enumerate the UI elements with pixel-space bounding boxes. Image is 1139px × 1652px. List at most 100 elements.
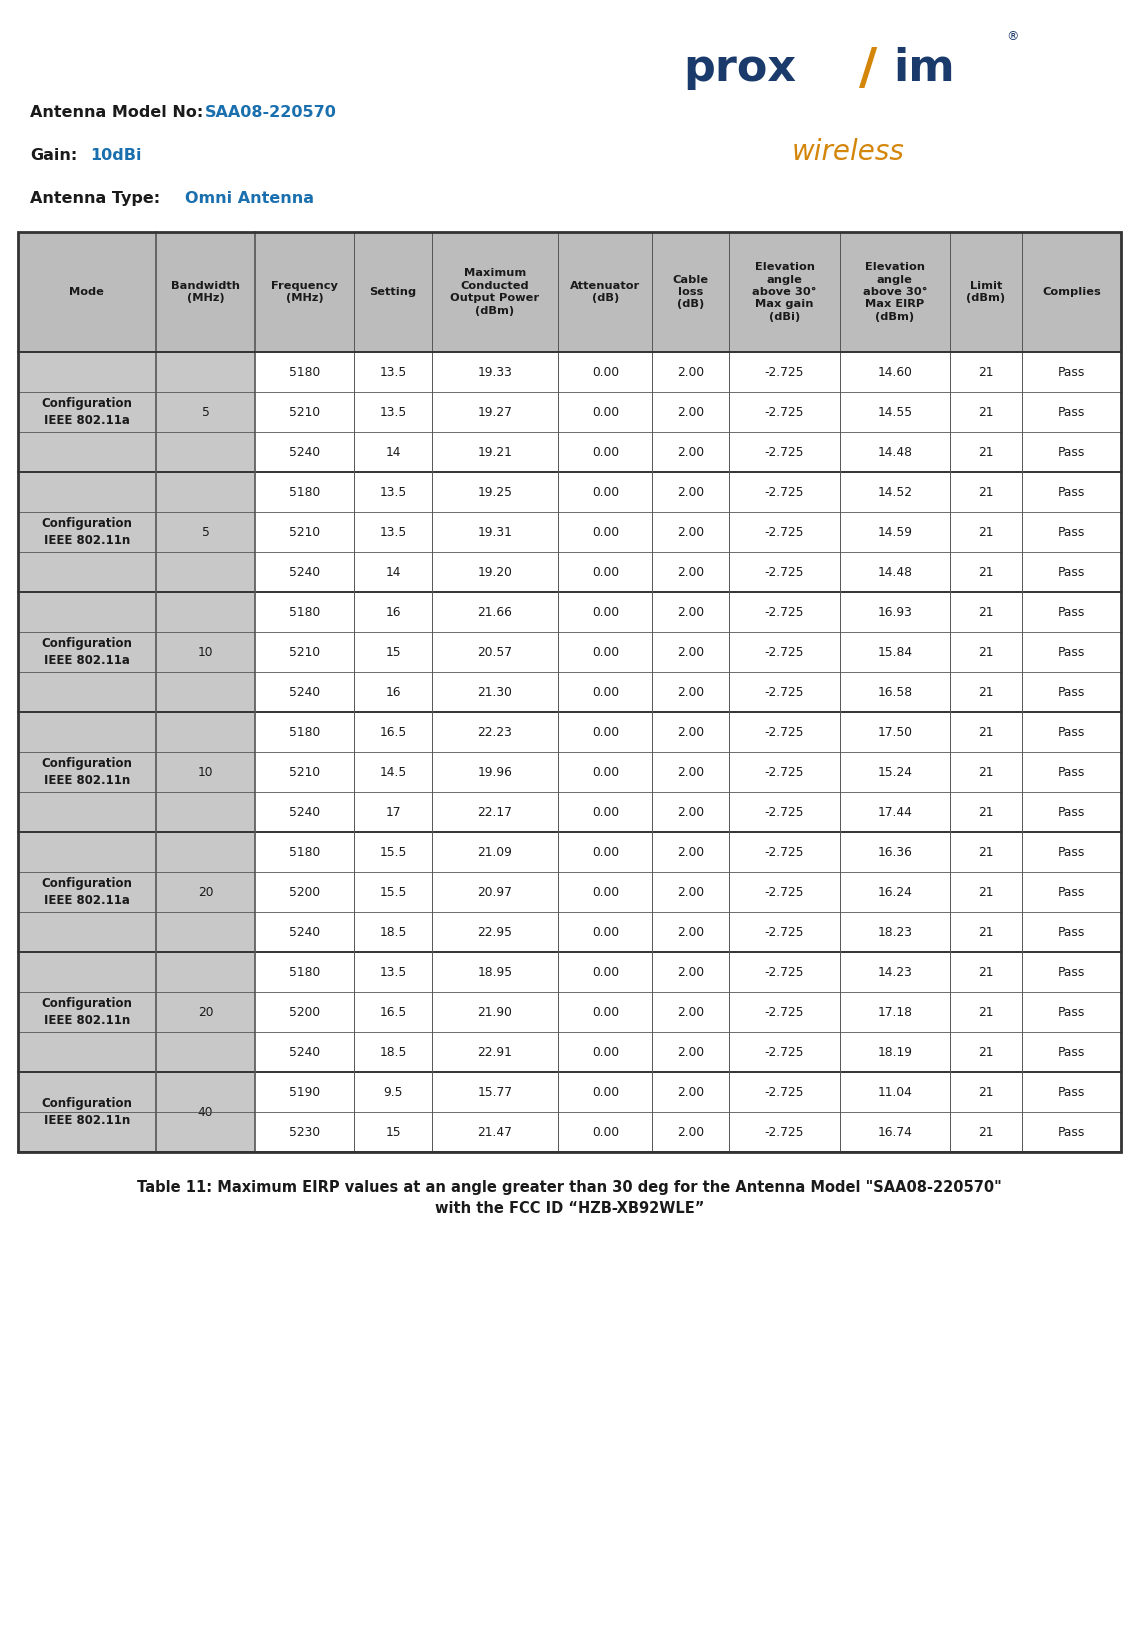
- Text: 14.60: 14.60: [877, 365, 912, 378]
- Text: 2.00: 2.00: [678, 925, 704, 938]
- Text: Pass: Pass: [1058, 446, 1085, 459]
- Text: 13.5: 13.5: [379, 965, 407, 978]
- Text: 21.90: 21.90: [477, 1006, 513, 1019]
- Text: ®: ®: [1006, 30, 1018, 43]
- Text: 20.97: 20.97: [477, 885, 513, 899]
- Text: 21: 21: [978, 965, 993, 978]
- Bar: [18, 1072, 156, 1151]
- Text: 15.84: 15.84: [877, 646, 912, 659]
- Text: -2.725: -2.725: [764, 1046, 804, 1059]
- Text: 20: 20: [198, 1006, 213, 1019]
- Text: 2.00: 2.00: [678, 405, 704, 418]
- Text: 0.00: 0.00: [592, 1006, 618, 1019]
- Text: 21: 21: [978, 806, 993, 818]
- Text: 19.31: 19.31: [477, 525, 513, 539]
- Text: 21.47: 21.47: [477, 1125, 513, 1138]
- Text: -2.725: -2.725: [764, 446, 804, 459]
- Text: 19.96: 19.96: [477, 765, 513, 778]
- Text: Configuration
IEEE 802.11n: Configuration IEEE 802.11n: [41, 758, 132, 786]
- Text: 2.00: 2.00: [678, 765, 704, 778]
- Text: 21: 21: [978, 1046, 993, 1059]
- Text: 17: 17: [385, 806, 401, 818]
- Bar: [156, 712, 255, 833]
- Text: 5210: 5210: [289, 646, 320, 659]
- Text: 9.5: 9.5: [383, 1085, 403, 1099]
- Text: 0.00: 0.00: [592, 646, 618, 659]
- Text: Attenuator
(dB): Attenuator (dB): [571, 281, 640, 304]
- Text: Pass: Pass: [1058, 405, 1085, 418]
- Text: Table 11: Maximum EIRP values at an angle greater than 30 deg for the Antenna Mo: Table 11: Maximum EIRP values at an angl…: [137, 1180, 1002, 1216]
- Text: Mode: Mode: [69, 287, 105, 297]
- Text: 18.19: 18.19: [877, 1046, 912, 1059]
- Text: -2.725: -2.725: [764, 765, 804, 778]
- Text: 2.00: 2.00: [678, 565, 704, 578]
- Text: 14.52: 14.52: [877, 486, 912, 499]
- Text: Configuration
IEEE 802.11a: Configuration IEEE 802.11a: [41, 398, 132, 426]
- Text: 5210: 5210: [289, 765, 320, 778]
- Text: 0.00: 0.00: [592, 606, 618, 618]
- Text: -2.725: -2.725: [764, 565, 804, 578]
- Text: 14.23: 14.23: [877, 965, 912, 978]
- Bar: [18, 833, 1121, 952]
- Text: 5180: 5180: [289, 725, 320, 738]
- Text: 16: 16: [385, 686, 401, 699]
- Text: Pass: Pass: [1058, 525, 1085, 539]
- Text: -2.725: -2.725: [764, 405, 804, 418]
- Text: 21: 21: [978, 606, 993, 618]
- Text: 5: 5: [202, 525, 210, 539]
- Text: -2.725: -2.725: [764, 846, 804, 859]
- Text: -2.725: -2.725: [764, 606, 804, 618]
- Bar: [156, 952, 255, 1072]
- Bar: [18, 352, 156, 472]
- Text: 17.18: 17.18: [877, 1006, 912, 1019]
- Bar: [18, 952, 156, 1072]
- Text: 5180: 5180: [289, 365, 320, 378]
- Text: Pass: Pass: [1058, 365, 1085, 378]
- Text: 21: 21: [978, 565, 993, 578]
- Text: 17.44: 17.44: [877, 806, 912, 818]
- Text: 16.5: 16.5: [379, 1006, 407, 1019]
- Text: 21: 21: [978, 365, 993, 378]
- Text: Antenna Model No:: Antenna Model No:: [30, 106, 203, 121]
- Bar: [18, 472, 156, 591]
- Text: 2.00: 2.00: [678, 1125, 704, 1138]
- Text: 14: 14: [385, 446, 401, 459]
- Bar: [156, 591, 255, 712]
- Text: 14.48: 14.48: [877, 446, 912, 459]
- Bar: [18, 231, 1121, 1151]
- Text: Pass: Pass: [1058, 725, 1085, 738]
- Text: -2.725: -2.725: [764, 925, 804, 938]
- Text: 2.00: 2.00: [678, 606, 704, 618]
- Text: Elevation
angle
above 30°
Max gain
(dBi): Elevation angle above 30° Max gain (dBi): [753, 263, 817, 322]
- Text: -2.725: -2.725: [764, 1125, 804, 1138]
- Text: 14.55: 14.55: [877, 405, 912, 418]
- Text: 21.09: 21.09: [477, 846, 513, 859]
- Text: 2.00: 2.00: [678, 446, 704, 459]
- Text: -2.725: -2.725: [764, 686, 804, 699]
- Text: 15.24: 15.24: [877, 765, 912, 778]
- Text: Limit
(dBm): Limit (dBm): [966, 281, 1006, 304]
- Text: 2.00: 2.00: [678, 806, 704, 818]
- Text: -2.725: -2.725: [764, 486, 804, 499]
- Text: 21: 21: [978, 885, 993, 899]
- Text: 0.00: 0.00: [592, 1085, 618, 1099]
- Text: Pass: Pass: [1058, 646, 1085, 659]
- Text: 21: 21: [978, 446, 993, 459]
- Bar: [156, 352, 255, 472]
- Text: -2.725: -2.725: [764, 1006, 804, 1019]
- Text: 22.91: 22.91: [477, 1046, 513, 1059]
- Text: 15.5: 15.5: [379, 885, 407, 899]
- Text: 16.24: 16.24: [877, 885, 912, 899]
- Text: 22.23: 22.23: [477, 725, 513, 738]
- Text: 5240: 5240: [289, 565, 320, 578]
- Text: 13.5: 13.5: [379, 525, 407, 539]
- Bar: [18, 833, 156, 952]
- Text: 14: 14: [385, 565, 401, 578]
- Text: 14.5: 14.5: [379, 765, 407, 778]
- Text: 16: 16: [385, 606, 401, 618]
- Text: 0.00: 0.00: [592, 365, 618, 378]
- Bar: [18, 712, 156, 833]
- Text: wireless: wireless: [792, 139, 904, 167]
- Text: Pass: Pass: [1058, 686, 1085, 699]
- Text: 19.25: 19.25: [477, 486, 513, 499]
